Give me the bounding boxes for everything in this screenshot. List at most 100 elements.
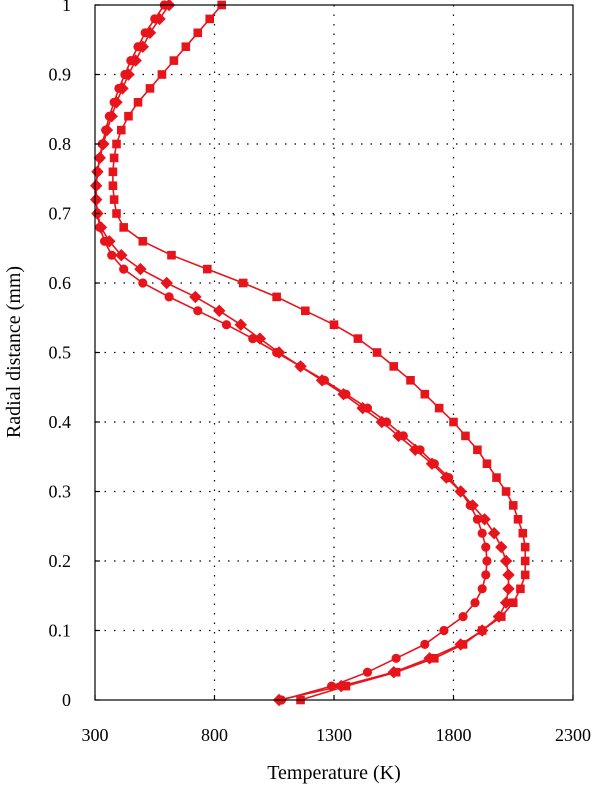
data-point — [454, 485, 467, 498]
data-point — [205, 14, 215, 24]
data-point — [107, 250, 117, 260]
data-point — [458, 640, 468, 649]
data-point — [430, 654, 439, 663]
data-point — [116, 125, 126, 135]
data-point — [108, 167, 118, 177]
data-point — [391, 653, 401, 663]
data-point — [353, 334, 363, 343]
data-point — [110, 96, 123, 109]
data-point — [129, 54, 142, 67]
x-axis-title: Temperature (K) — [267, 762, 401, 784]
data-point — [105, 110, 118, 123]
data-point — [481, 542, 491, 552]
data-point — [372, 348, 382, 357]
data-point — [138, 278, 148, 288]
data-point — [478, 513, 491, 526]
data-point — [189, 290, 202, 304]
data-point — [138, 237, 148, 246]
data-point — [449, 417, 458, 427]
data-point — [143, 26, 157, 39]
data-point — [93, 151, 106, 165]
data-point — [119, 223, 128, 232]
data-point — [466, 499, 479, 512]
data-point — [238, 278, 248, 288]
y-tick-label: 1 — [62, 0, 71, 15]
data-point — [119, 264, 129, 274]
data-point — [495, 540, 508, 554]
x-tick-label: 1800 — [436, 725, 472, 745]
y-tick-label: 0.5 — [49, 343, 72, 363]
data-point — [97, 137, 110, 151]
data-point — [116, 82, 129, 95]
data-point — [100, 123, 114, 137]
data-point — [508, 501, 518, 510]
data-point — [122, 68, 135, 81]
data-point — [477, 584, 487, 594]
data-point — [193, 306, 203, 316]
data-point — [375, 415, 388, 429]
data-point — [341, 681, 351, 691]
x-tick-label: 300 — [82, 725, 109, 745]
data-point — [487, 527, 501, 540]
data-point — [337, 388, 350, 401]
x-tick-label: 800 — [201, 725, 228, 745]
data-point — [423, 652, 436, 665]
data-point — [272, 292, 281, 302]
data-point — [167, 250, 176, 260]
series-line-square — [112, 4, 527, 701]
y-tick-label: 0.4 — [49, 412, 72, 432]
data-point — [213, 304, 226, 317]
data-point — [439, 625, 449, 636]
data-point — [181, 42, 191, 51]
data-point — [420, 389, 430, 399]
y-tick-label: 0.1 — [49, 621, 72, 641]
data-point — [461, 431, 470, 441]
grid-lines — [95, 5, 573, 700]
data-point — [434, 403, 444, 413]
data-point — [520, 556, 530, 566]
data-point — [406, 376, 415, 385]
data-point — [203, 264, 212, 274]
data-point — [472, 514, 482, 524]
data-point — [409, 443, 422, 456]
data-point — [108, 181, 118, 190]
data-point — [329, 320, 339, 329]
data-point — [160, 276, 173, 290]
data-point — [482, 459, 492, 468]
data-point — [497, 612, 506, 621]
data-point — [109, 153, 119, 163]
y-tick-label: 0.6 — [49, 273, 72, 293]
y-tick-label: 0 — [62, 690, 71, 710]
series-square — [108, 0, 530, 705]
data-point — [362, 667, 373, 677]
y-tick-label: 0.2 — [49, 551, 72, 571]
data-point — [440, 471, 453, 484]
data-point — [94, 221, 108, 234]
y-axis-title: Radial distance (mm) — [3, 266, 25, 438]
data-point — [91, 165, 104, 178]
data-point — [115, 249, 128, 262]
data-point — [234, 318, 247, 331]
x-tick-label: 2300 — [555, 725, 591, 745]
data-point — [499, 596, 513, 609]
series-diamond — [89, 0, 515, 707]
y-tick-label: 0.8 — [49, 134, 72, 154]
data-point — [109, 195, 119, 204]
y-tick-label: 0.3 — [49, 482, 72, 502]
data-point — [425, 457, 439, 470]
data-point — [502, 568, 515, 582]
data-point — [134, 262, 147, 276]
data-point — [193, 28, 203, 38]
data-point — [518, 528, 528, 538]
data-point — [502, 582, 515, 595]
y-tick-label: 0.9 — [49, 65, 72, 85]
data-point — [520, 542, 530, 552]
data-point — [153, 12, 166, 26]
data-point — [470, 598, 480, 608]
series-layer — [89, 0, 530, 707]
data-point — [513, 515, 523, 524]
data-point — [112, 209, 121, 218]
data-point — [389, 362, 399, 371]
data-point — [420, 639, 430, 650]
